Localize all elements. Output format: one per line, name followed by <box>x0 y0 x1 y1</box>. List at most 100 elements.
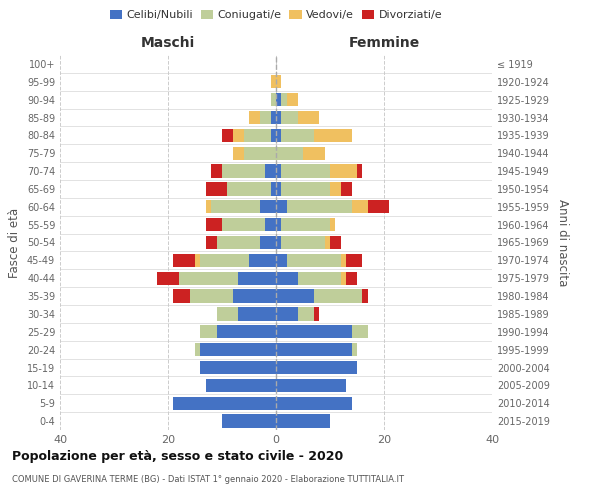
Bar <box>276 325 352 338</box>
Bar <box>271 111 276 124</box>
Bar <box>276 164 281 178</box>
Bar <box>281 111 298 124</box>
Bar <box>330 164 357 178</box>
Bar <box>217 236 260 249</box>
Bar <box>298 111 319 124</box>
Bar <box>281 164 330 178</box>
Bar <box>233 290 276 303</box>
Bar <box>276 128 281 142</box>
Bar <box>352 325 368 338</box>
Bar <box>190 290 233 303</box>
Bar <box>276 378 346 392</box>
Bar <box>276 272 298 285</box>
Bar <box>352 200 368 213</box>
Bar <box>200 254 249 267</box>
Bar <box>276 343 352 356</box>
Bar <box>281 128 314 142</box>
Text: Popolazione per età, sesso e stato civile - 2020: Popolazione per età, sesso e stato civil… <box>12 450 343 463</box>
Bar <box>346 254 362 267</box>
Y-axis label: Fasce di età: Fasce di età <box>8 208 21 278</box>
Bar <box>195 254 200 267</box>
Bar <box>281 93 287 106</box>
Bar <box>200 361 276 374</box>
Bar <box>303 146 325 160</box>
Bar <box>276 200 287 213</box>
Bar <box>260 236 276 249</box>
Bar <box>238 307 276 320</box>
Bar <box>249 111 260 124</box>
Bar <box>179 272 238 285</box>
Bar <box>211 164 222 178</box>
Bar <box>276 111 281 124</box>
Bar <box>222 164 265 178</box>
Bar <box>173 254 195 267</box>
Bar <box>330 182 341 196</box>
Text: Maschi: Maschi <box>141 36 195 50</box>
Bar <box>276 396 352 410</box>
Bar <box>325 236 330 249</box>
Bar <box>217 325 276 338</box>
Bar <box>195 343 200 356</box>
Bar <box>341 182 352 196</box>
Bar <box>276 75 281 88</box>
Bar <box>260 111 271 124</box>
Bar <box>298 307 314 320</box>
Bar <box>233 146 244 160</box>
Y-axis label: Anni di nascita: Anni di nascita <box>556 199 569 286</box>
Bar <box>276 236 281 249</box>
Bar <box>271 75 276 88</box>
Bar <box>287 254 341 267</box>
Bar <box>233 128 244 142</box>
Bar <box>276 93 281 106</box>
Bar <box>244 146 276 160</box>
Bar <box>357 164 362 178</box>
Bar <box>276 307 298 320</box>
Bar <box>200 343 276 356</box>
Bar <box>271 128 276 142</box>
Bar <box>368 200 389 213</box>
Bar <box>217 307 238 320</box>
Bar <box>206 378 276 392</box>
Bar <box>222 414 276 428</box>
Bar <box>260 200 276 213</box>
Bar <box>341 272 346 285</box>
Bar <box>249 254 276 267</box>
Text: COMUNE DI GAVERINA TERME (BG) - Dati ISTAT 1° gennaio 2020 - Elaborazione TUTTIT: COMUNE DI GAVERINA TERME (BG) - Dati IST… <box>12 475 404 484</box>
Bar <box>330 218 335 232</box>
Bar <box>206 236 217 249</box>
Bar <box>211 200 260 213</box>
Bar <box>244 128 271 142</box>
Bar <box>157 272 179 285</box>
Bar <box>173 396 276 410</box>
Bar <box>298 272 341 285</box>
Bar <box>206 218 222 232</box>
Bar <box>222 218 265 232</box>
Bar <box>314 290 362 303</box>
Bar <box>341 254 346 267</box>
Bar <box>281 182 330 196</box>
Text: Femmine: Femmine <box>349 36 419 50</box>
Bar <box>330 236 341 249</box>
Bar <box>276 361 357 374</box>
Bar <box>287 93 298 106</box>
Bar <box>271 182 276 196</box>
Bar <box>200 325 217 338</box>
Bar <box>276 182 281 196</box>
Bar <box>276 218 281 232</box>
Bar <box>352 343 357 356</box>
Bar <box>276 254 287 267</box>
Bar <box>362 290 368 303</box>
Bar <box>314 128 352 142</box>
Bar <box>346 272 357 285</box>
Bar <box>314 307 319 320</box>
Bar <box>206 182 227 196</box>
Bar <box>281 236 325 249</box>
Bar <box>287 200 352 213</box>
Bar <box>227 182 271 196</box>
Legend: Celibi/Nubili, Coniugati/e, Vedovi/e, Divorziati/e: Celibi/Nubili, Coniugati/e, Vedovi/e, Di… <box>106 6 446 25</box>
Bar <box>276 414 330 428</box>
Bar <box>271 93 276 106</box>
Bar <box>238 272 276 285</box>
Bar <box>206 200 211 213</box>
Bar <box>276 290 314 303</box>
